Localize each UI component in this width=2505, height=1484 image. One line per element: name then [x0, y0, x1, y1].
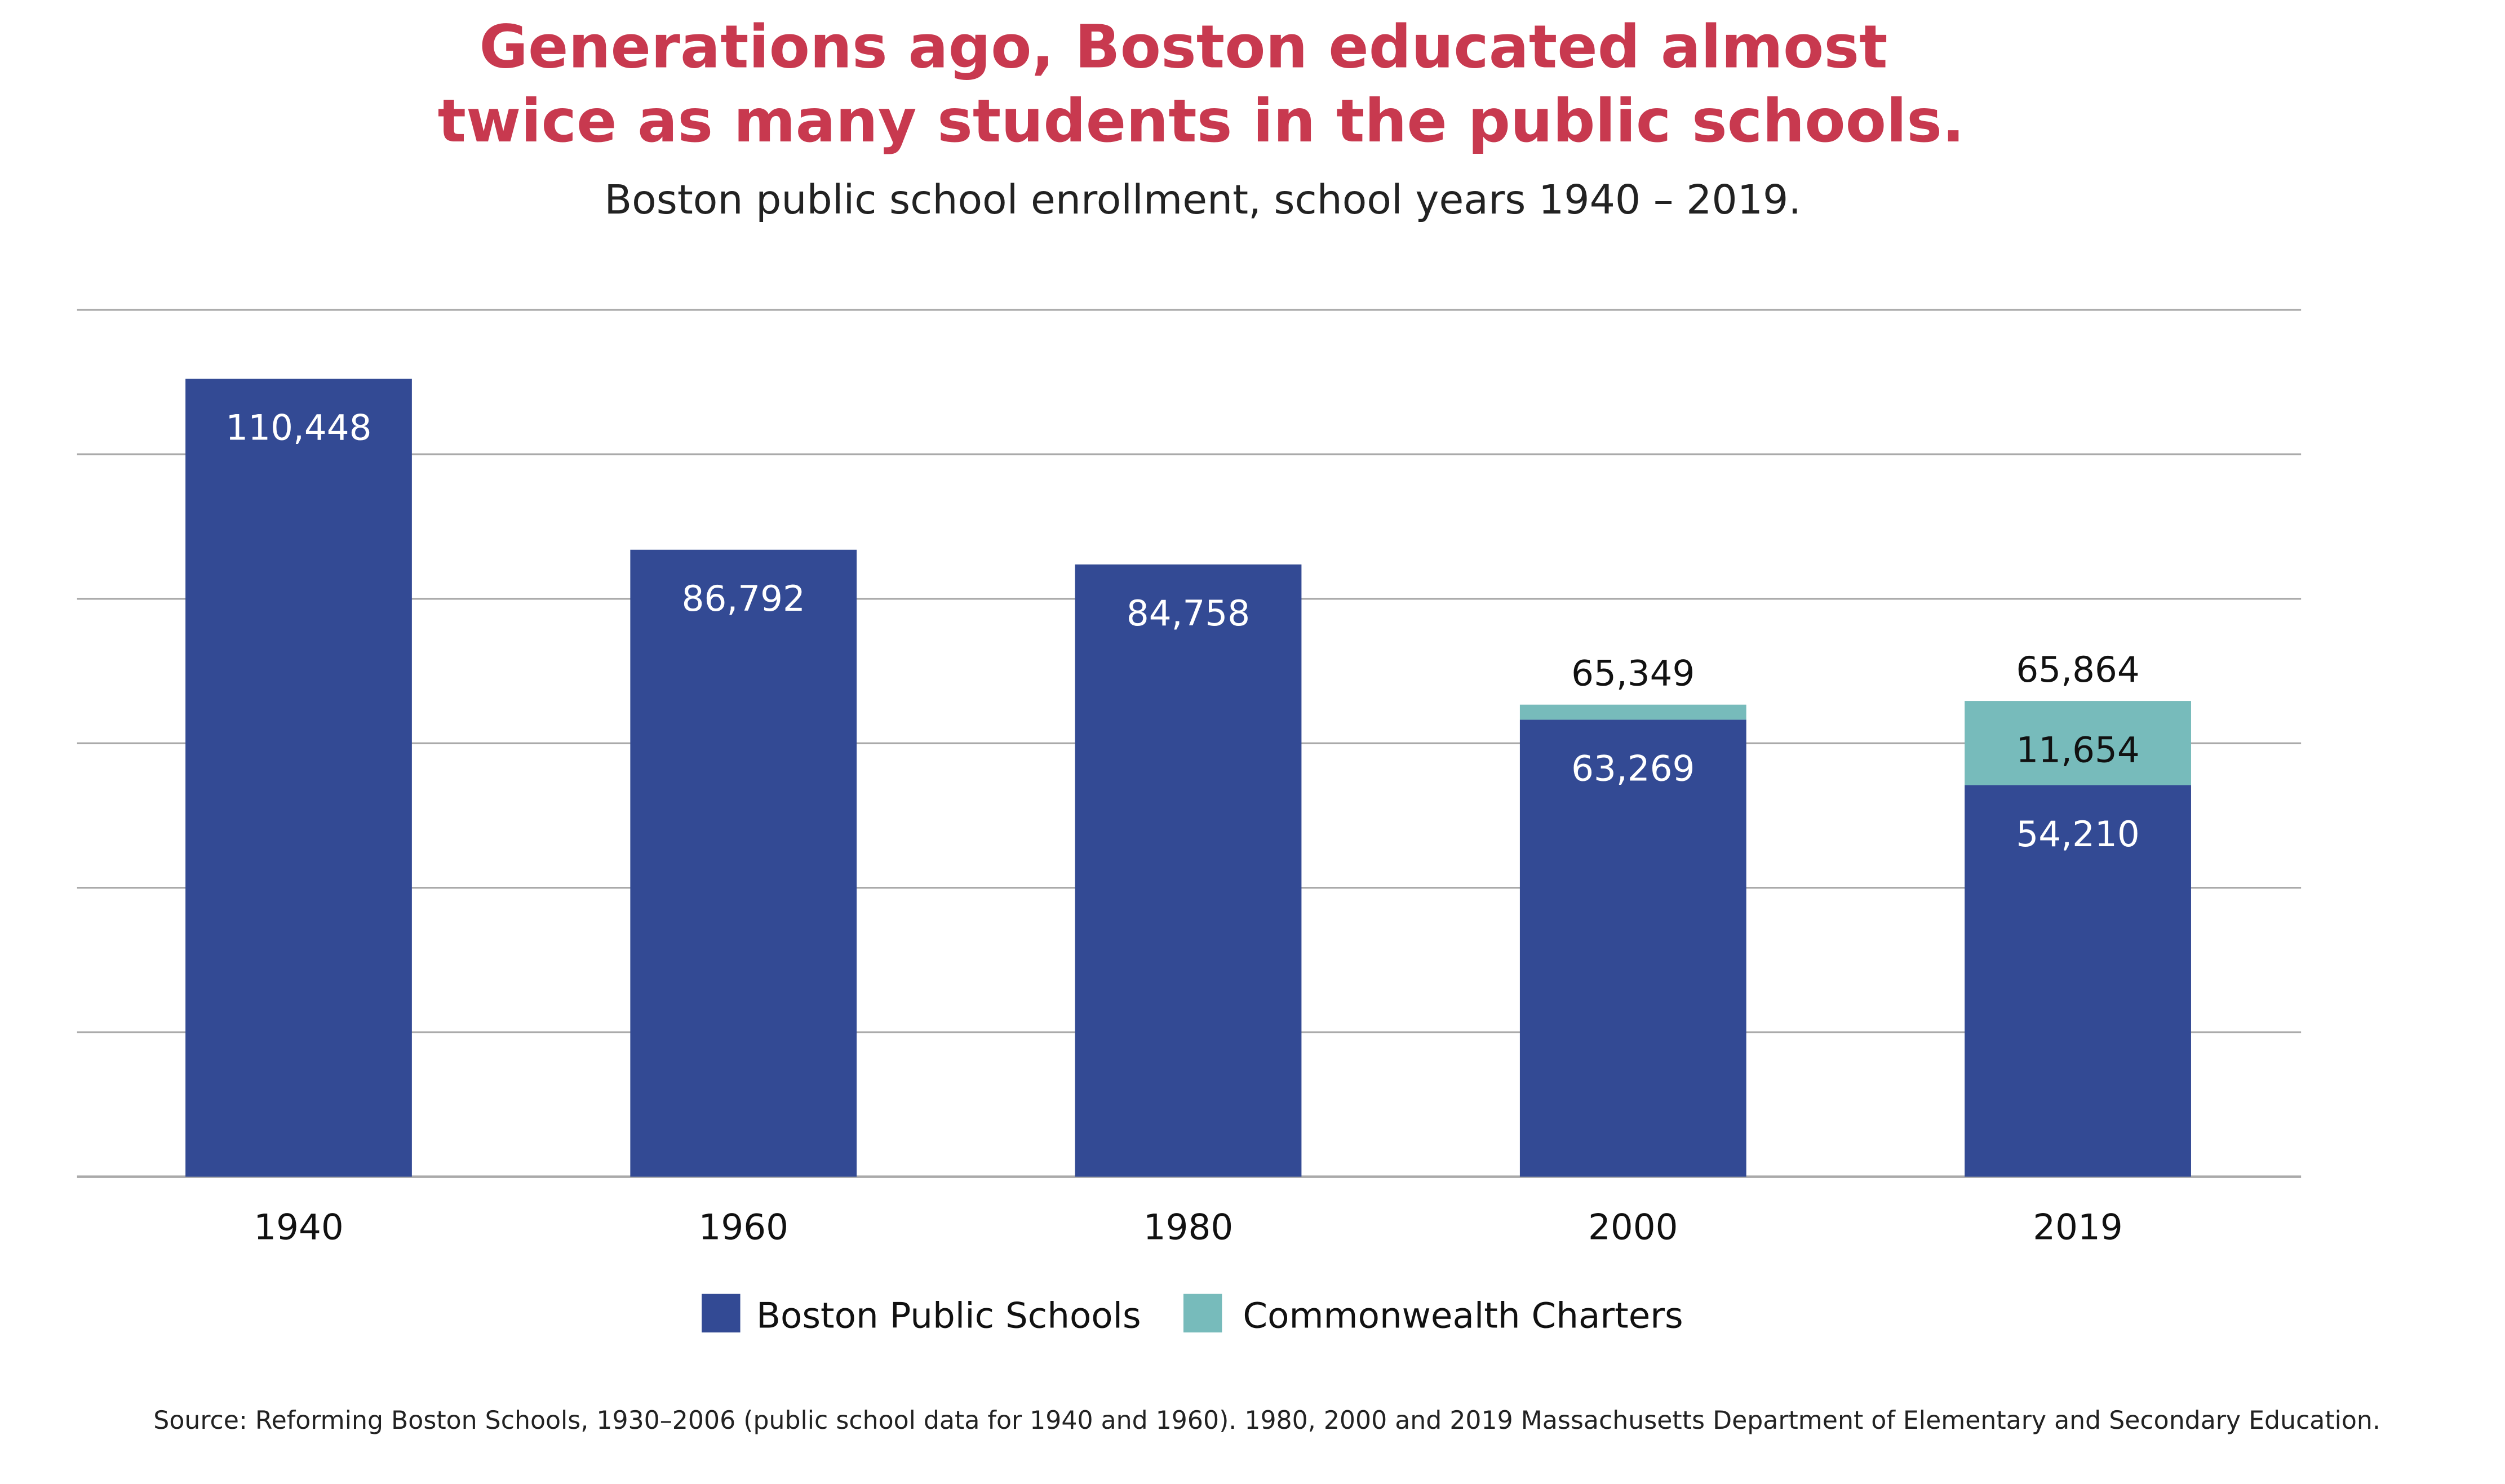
x-tick-label: 2019 — [2033, 1207, 2123, 1248]
x-tick-label: 1960 — [699, 1207, 789, 1248]
bars: 110,448 86,792 84,758 63,269 65,349 54,210 11,… — [185, 379, 2191, 1177]
total-label: 65,864 — [2016, 649, 2139, 690]
data-label: 11,654 — [2016, 729, 2139, 770]
legend-label-boston-public-schools: Boston Public Schools — [756, 1295, 1141, 1336]
legend-swatch-commonwealth-charters — [1183, 1294, 1222, 1332]
legend-label-commonwealth-charters: Commonwealth Charters — [1243, 1295, 1683, 1336]
chart-subtitle: Boston public school enrollment, school … — [604, 176, 1801, 223]
x-tick-label: 1940 — [254, 1207, 343, 1248]
data-label: 63,269 — [1571, 748, 1695, 789]
chart-title-line-2: twice as many students in the public sch… — [438, 86, 1965, 155]
x-tick-label: 1980 — [1143, 1207, 1234, 1248]
bar-segment-commonwealth-charters-2000 — [1519, 704, 1746, 720]
legend: Boston Public Schools Commonwealth Chart… — [702, 1294, 1683, 1336]
x-tick-label: 2000 — [1588, 1207, 1678, 1248]
bar-segment-commonwealth-charters-2019 — [1965, 701, 2191, 785]
chart-title-line-1: Generations ago, Boston educated almost — [479, 12, 1887, 82]
bar-segment-boston-public-schools-2000 — [1519, 719, 1746, 1177]
bar-segment-boston-public-schools-1940 — [185, 379, 412, 1177]
data-label: 84,758 — [1127, 593, 1250, 634]
bar-segment-boston-public-schools-2019 — [1965, 785, 2191, 1177]
bar-segment-boston-public-schools-1980 — [1075, 564, 1302, 1177]
data-label: 86,792 — [682, 578, 805, 619]
x-axis-ticks: 1940 1960 1980 2000 2019 — [254, 1207, 2123, 1248]
data-label: 54,210 — [2016, 814, 2139, 855]
data-label: 110,448 — [225, 407, 371, 448]
bar-segment-boston-public-schools-1960 — [630, 549, 857, 1177]
legend-swatch-boston-public-schools — [702, 1294, 741, 1332]
source-note: Source: Reforming Boston Schools, 1930–2… — [153, 1406, 2380, 1435]
total-label: 65,349 — [1571, 653, 1695, 694]
